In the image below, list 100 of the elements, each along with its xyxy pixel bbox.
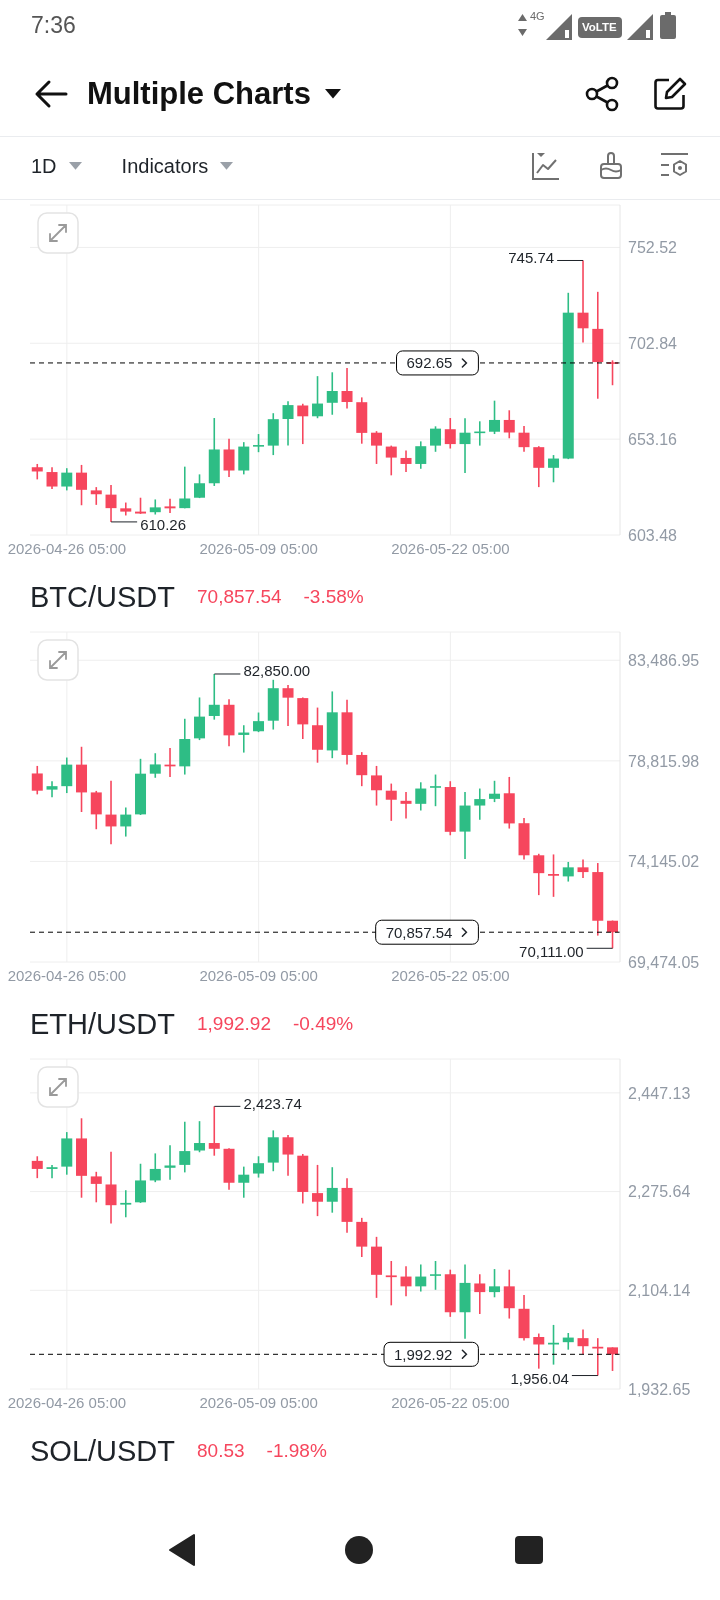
- candlestick: [430, 773, 442, 807]
- candlestick: [503, 409, 515, 440]
- x-tick-label: 2026-05-22 05:00: [391, 1393, 510, 1411]
- candlestick: [356, 751, 368, 787]
- candlestick: [253, 433, 265, 453]
- y-tick-label: 752.52: [628, 239, 678, 257]
- y-tick-label: 78,815.98: [628, 752, 700, 770]
- y-tick-label: 702.84: [628, 334, 678, 352]
- y-tick-label: 69,474.05: [628, 953, 700, 971]
- candlestick: [61, 756, 73, 794]
- y-tick-label: 83,486.95: [628, 651, 700, 669]
- candlestick: [489, 399, 501, 435]
- candlestick: [46, 1164, 58, 1179]
- candlestick: [282, 400, 294, 447]
- candlestick: [149, 498, 161, 516]
- candlestick: [179, 1120, 191, 1174]
- annotation: 745.74: [508, 249, 555, 266]
- candlestick: [607, 1346, 619, 1372]
- chart-title: ETH/USDT: [30, 1007, 175, 1041]
- annotation: 70,111.00: [519, 942, 584, 960]
- candlestick: [46, 780, 58, 798]
- candlestick: [548, 454, 560, 484]
- text: -3.58%: [303, 586, 364, 608]
- candlestick: [415, 781, 427, 812]
- candlestick: [120, 806, 132, 838]
- y-tick-label: 2,447.13: [628, 1084, 691, 1102]
- text: 80.53: [197, 1440, 245, 1462]
- candlestick: [503, 1268, 515, 1320]
- y-tick-label: 603.48: [628, 526, 678, 544]
- candlestick: [297, 402, 309, 445]
- text: 7:36: [31, 12, 76, 39]
- candlestick: [592, 1337, 604, 1377]
- candlestick: [562, 861, 574, 883]
- candlestick: [90, 1171, 102, 1204]
- candlestick: [459, 417, 471, 474]
- candlestick: [90, 486, 102, 506]
- ref-line-label: 70,857.54: [385, 923, 453, 941]
- candlestick: [76, 464, 88, 507]
- candlestick: [371, 430, 383, 465]
- text: 70,857.54: [197, 586, 282, 608]
- candlestick: [400, 449, 412, 473]
- candlestick: [577, 858, 589, 879]
- candlestick: [326, 1166, 338, 1214]
- candlestick: [518, 425, 530, 453]
- annotation: 1,956.04: [510, 1370, 569, 1388]
- candlestick: [253, 711, 265, 733]
- text: SOL/USDT: [30, 1434, 176, 1468]
- candlestick: [533, 852, 545, 896]
- candlestick: [90, 790, 102, 831]
- candlestick: [135, 1162, 147, 1204]
- candlestick: [105, 779, 117, 846]
- x-tick-label: 2026-05-09 05:00: [199, 966, 318, 984]
- text: Multiple Charts: [87, 76, 311, 112]
- text: 1D: [31, 154, 57, 178]
- candlestick: [430, 1260, 442, 1291]
- candlestick: [577, 1328, 589, 1356]
- candlestick: [31, 765, 43, 796]
- text: VoLTE: [582, 20, 617, 35]
- candlestick: [385, 782, 397, 822]
- candlestick: [341, 367, 353, 410]
- chart-title: BTC/USDT: [30, 580, 175, 614]
- candlestick: [385, 1260, 397, 1307]
- candlestick: [149, 1152, 161, 1183]
- candlestick: [312, 375, 324, 420]
- candlestick: [208, 673, 220, 721]
- candlestick: [223, 438, 235, 478]
- y-tick-label: 1,932.65: [628, 1380, 691, 1398]
- candlestick: [548, 853, 560, 898]
- candlestick: [312, 1164, 324, 1217]
- candlestick: [46, 466, 58, 490]
- y-tick-label: 653.16: [628, 430, 678, 448]
- text: 4G: [530, 10, 545, 22]
- candlestick: [385, 444, 397, 477]
- y-tick-label: 2,275.64: [628, 1183, 691, 1201]
- x-tick-label: 2026-04-26 05:00: [7, 966, 127, 984]
- candlestick: [149, 752, 161, 779]
- candlestick: [430, 425, 442, 453]
- candlestick: [31, 1155, 43, 1179]
- x-tick-label: 2026-04-26 05:00: [7, 539, 127, 557]
- x-tick-label: 2026-05-09 05:00: [199, 1393, 318, 1411]
- candlestick: [105, 484, 117, 523]
- x-tick-label: 2026-05-22 05:00: [391, 966, 510, 984]
- candlestick: [282, 684, 294, 727]
- candlestick: [238, 441, 250, 476]
- candlestick: [533, 1332, 545, 1370]
- annotation: 82,850.00: [243, 662, 311, 680]
- candlestick: [253, 1155, 265, 1179]
- text: -0.49%: [292, 1013, 354, 1035]
- candlestick: [61, 467, 73, 492]
- candlestick: [444, 417, 456, 450]
- candlestick: [607, 919, 619, 950]
- candlestick: [208, 1105, 220, 1157]
- candlestick: [415, 440, 427, 470]
- candlestick: [533, 445, 545, 488]
- candlestick: [400, 1265, 412, 1297]
- candlestick: [164, 497, 176, 514]
- candlestick: [164, 1144, 176, 1181]
- candlestick: [415, 1263, 427, 1293]
- candlestick: [194, 1120, 206, 1154]
- candlestick: [179, 465, 191, 510]
